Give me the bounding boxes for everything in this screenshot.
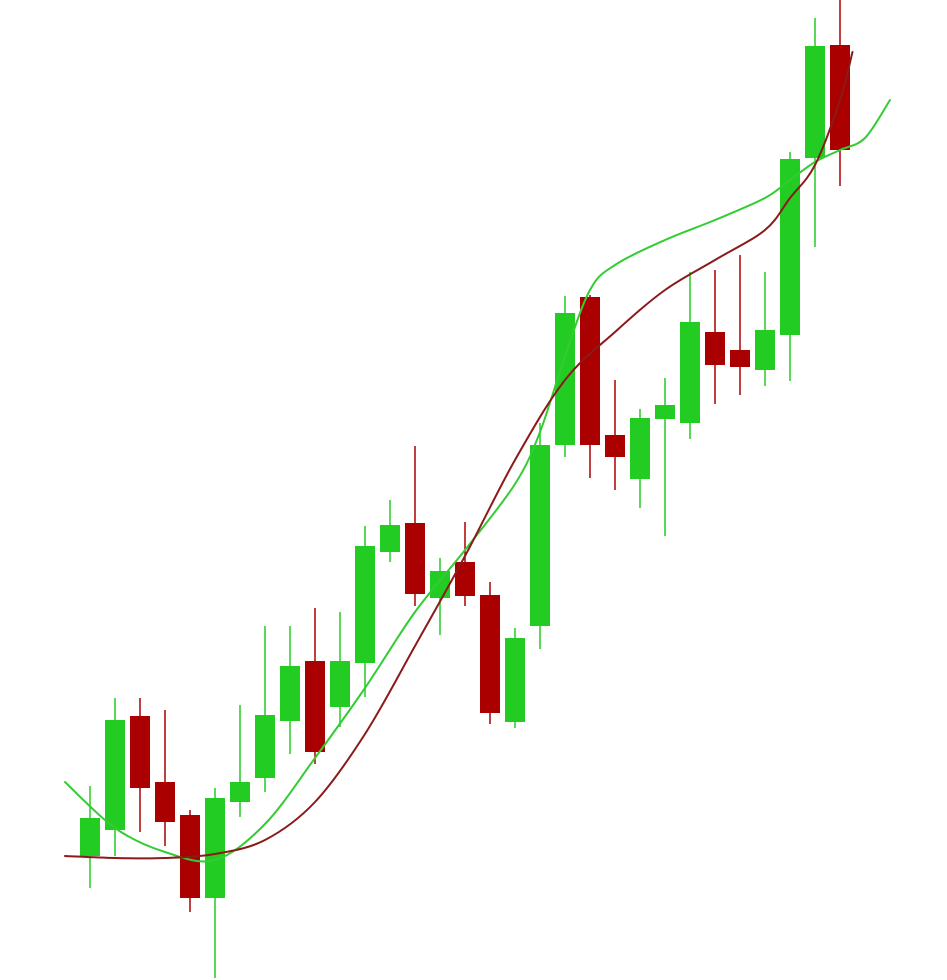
candle-30 (805, 18, 825, 247)
moving-average-lines (64, 51, 891, 863)
candle-25 (680, 272, 700, 439)
candle-body (780, 159, 800, 335)
candle-body (105, 720, 125, 830)
candle-body (380, 525, 400, 552)
candle-2 (105, 698, 125, 856)
candle-body (530, 445, 550, 626)
candle-body (655, 405, 675, 419)
candle-23 (630, 409, 650, 508)
candle-body (330, 661, 350, 707)
candle-body (205, 798, 225, 898)
candle-body (155, 782, 175, 822)
candle-27 (730, 255, 750, 395)
candle-17 (480, 582, 500, 724)
candle-10 (305, 608, 325, 764)
candle-body (705, 332, 725, 365)
candle-29 (780, 152, 800, 381)
candle-body (480, 595, 500, 713)
candles-layer (80, 0, 850, 978)
candle-body (580, 297, 600, 445)
candle-body (680, 322, 700, 423)
candle-18 (505, 628, 525, 728)
candle-body (630, 418, 650, 479)
candle-body (255, 715, 275, 778)
candle-body (230, 782, 250, 802)
candle-7 (230, 705, 250, 817)
candle-12 (355, 526, 375, 697)
candle-body (505, 638, 525, 722)
candle-24 (655, 378, 675, 536)
candle-body (605, 435, 625, 457)
candle-22 (605, 380, 625, 490)
candle-body (805, 46, 825, 158)
candle-3 (130, 698, 150, 832)
candle-body (730, 350, 750, 367)
candle-body (355, 546, 375, 663)
candle-16 (455, 522, 475, 606)
candle-1 (80, 786, 100, 888)
candle-body (455, 562, 475, 596)
candle-body (405, 523, 425, 594)
candle-9 (280, 626, 300, 754)
candle-body (80, 818, 100, 856)
candle-21 (580, 295, 600, 478)
candle-body (280, 666, 300, 721)
candle-28 (755, 272, 775, 386)
candle-body (305, 661, 325, 752)
candle-6 (205, 788, 225, 978)
candle-14 (405, 446, 425, 606)
candle-11 (330, 612, 350, 727)
moving-average-fast-line (64, 99, 891, 863)
candle-body (755, 330, 775, 370)
candle-13 (380, 500, 400, 562)
moving-average-slow-line (64, 51, 854, 860)
candle-19 (530, 423, 550, 649)
candle-body (430, 571, 450, 598)
candle-26 (705, 270, 725, 404)
candle-8 (255, 626, 275, 792)
candle-body (130, 716, 150, 788)
candle-4 (155, 710, 175, 846)
